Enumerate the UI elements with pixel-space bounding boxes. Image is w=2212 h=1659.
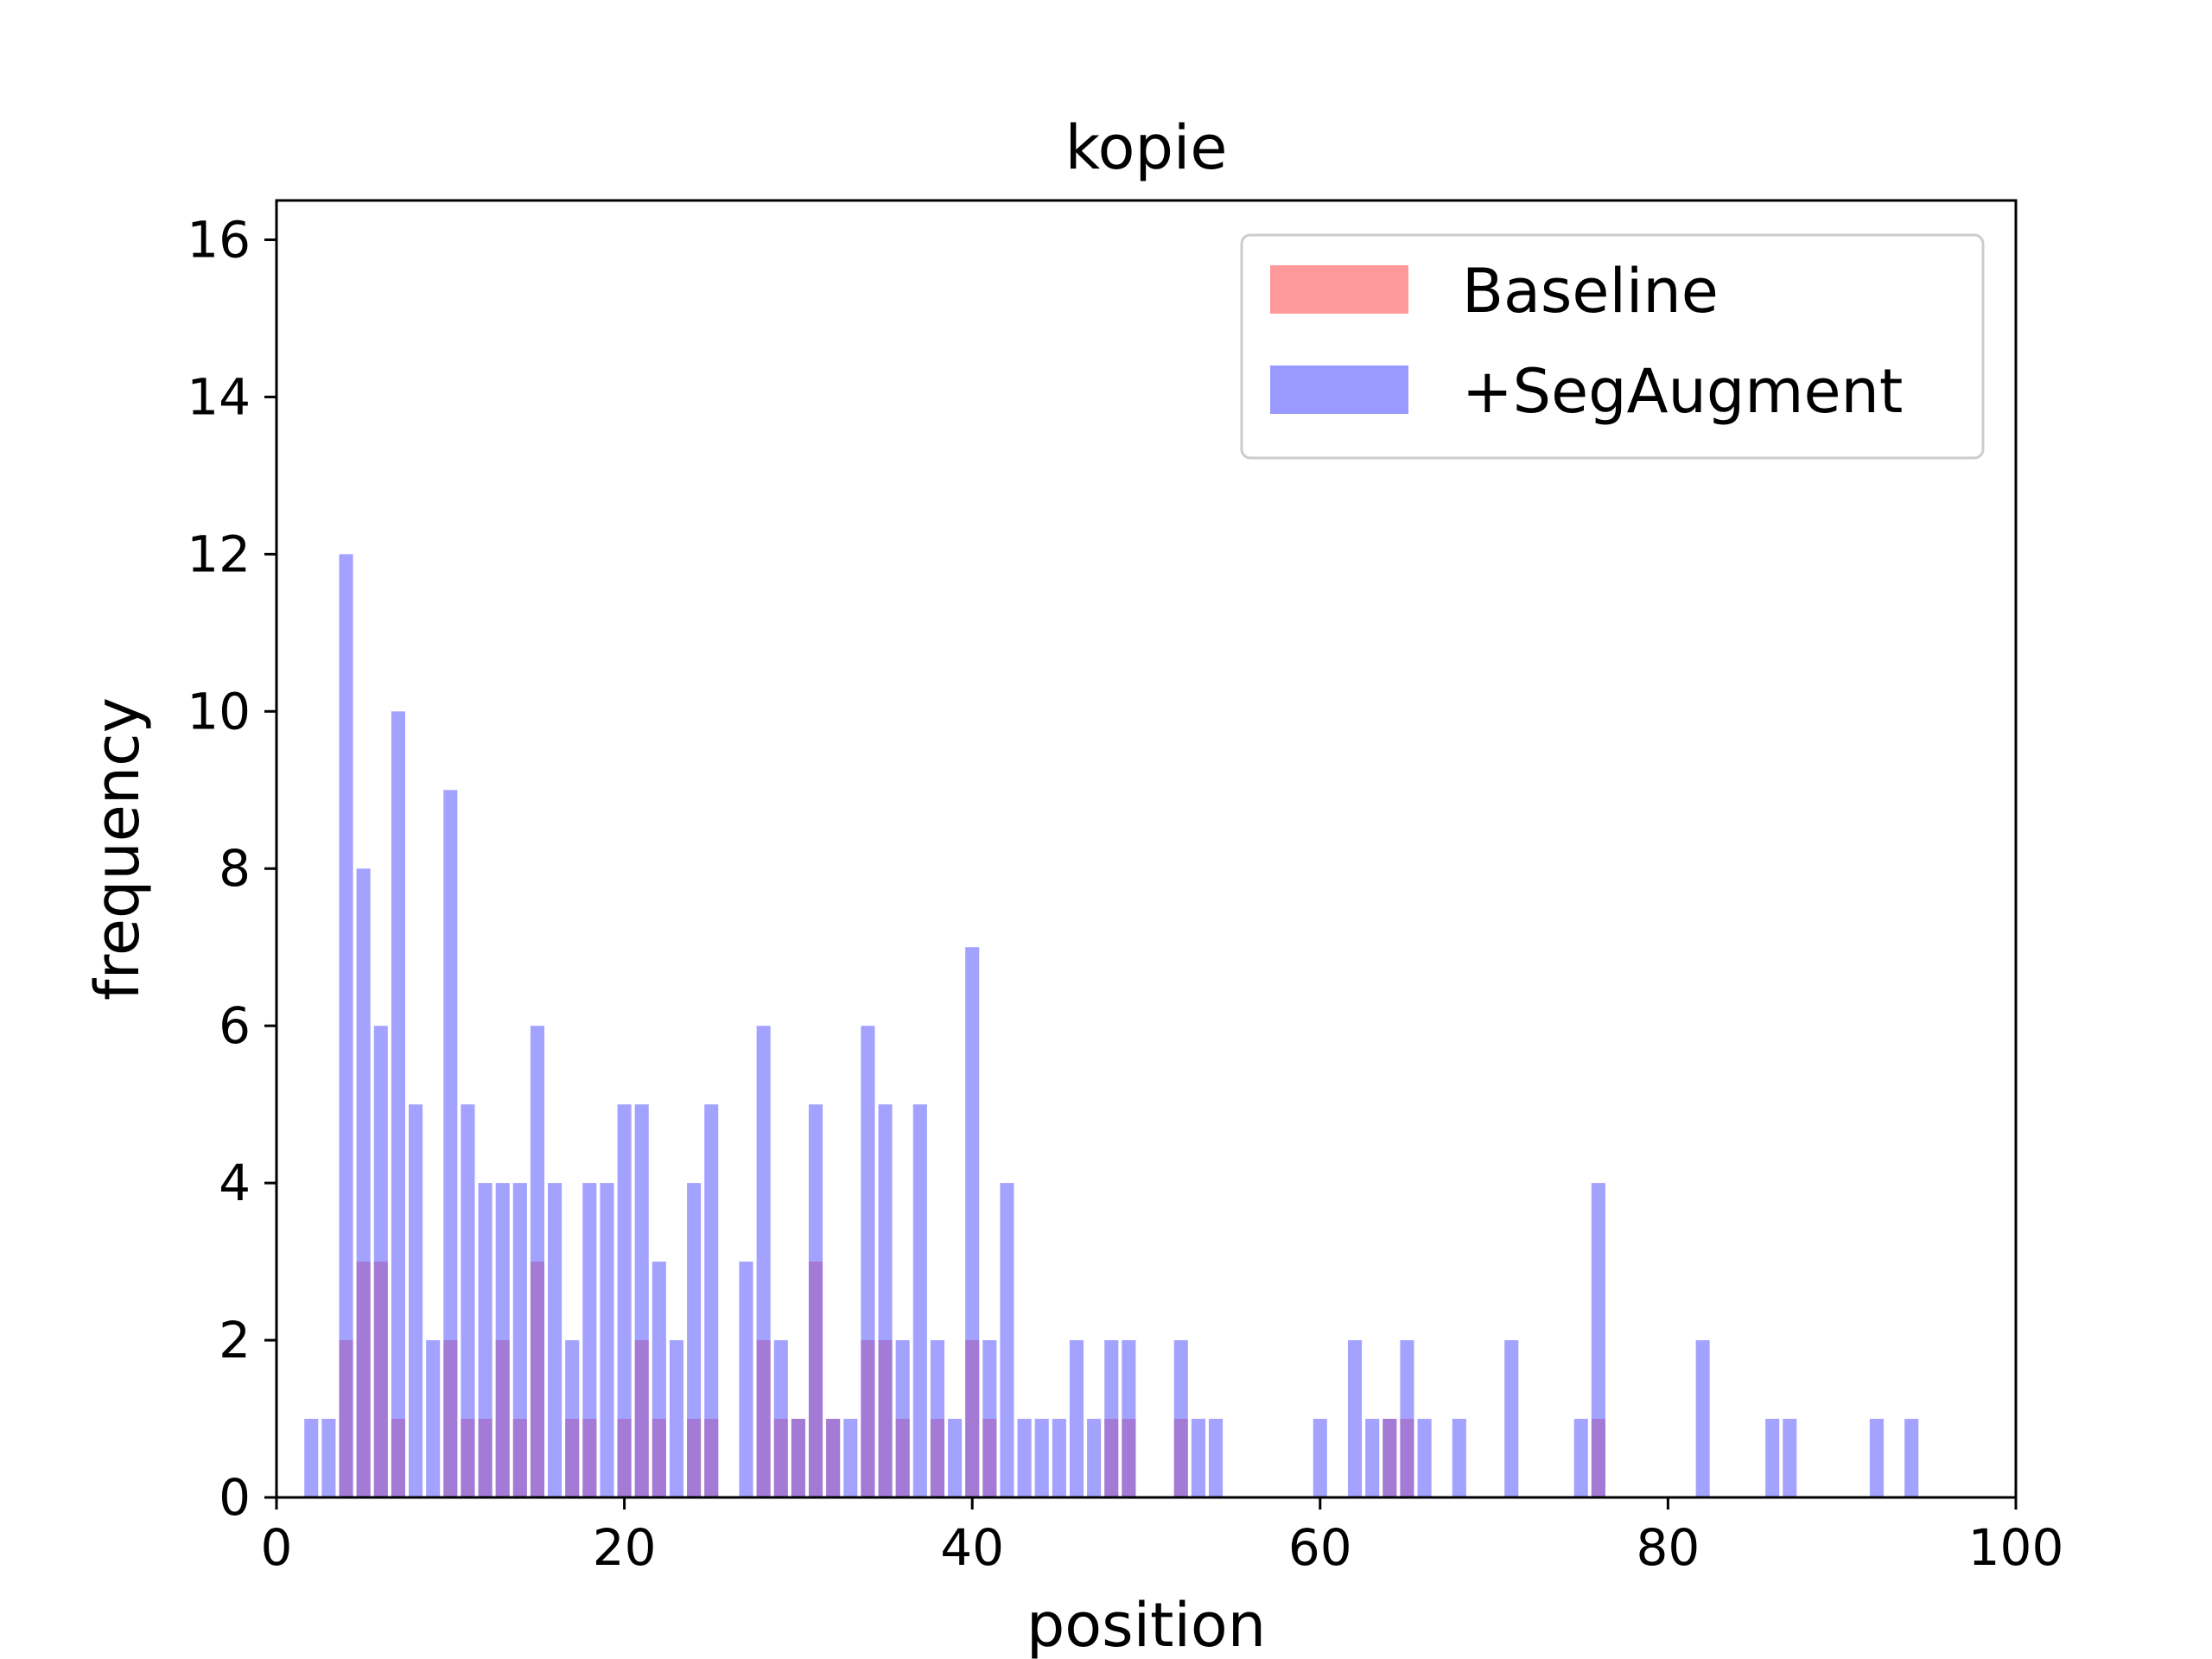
bar-segaugment-49 [1122, 1340, 1136, 1497]
bar-segaugment-3 [321, 1419, 336, 1497]
bar-segaugment-11 [461, 1104, 475, 1497]
x-tick-label-0: 0 [261, 1518, 293, 1577]
bar-segaugment-16 [548, 1183, 563, 1497]
plot-frame [275, 199, 2018, 1499]
bars-group [304, 554, 1919, 1497]
bar-segaugment-47 [1087, 1419, 1102, 1497]
bar-segaugment-36 [895, 1340, 910, 1497]
bar-segaugment-87 [1783, 1419, 1797, 1497]
bar-segaugment-43 [1017, 1419, 1032, 1497]
bar-segaugment-28 [756, 1026, 771, 1497]
chart-title: kopie [1065, 112, 1228, 183]
bar-segaugment-9 [426, 1340, 441, 1497]
bar-segaugment-25 [704, 1104, 719, 1497]
bar-segaugment-63 [1365, 1419, 1380, 1497]
bar-segaugment-64 [1382, 1419, 1397, 1497]
y-tick-label-12: 12 [187, 524, 251, 583]
y-axis: 0 2 4 6 8 10 12 14 16 [187, 210, 276, 1527]
bar-segaugment-15 [530, 1026, 545, 1497]
bar-segaugment-21 [634, 1104, 649, 1497]
bar-segaugment-2 [304, 1419, 319, 1497]
legend-swatch-segaugment [1270, 365, 1408, 414]
bar-segaugment-20 [617, 1104, 632, 1497]
bar-segaugment-48 [1104, 1340, 1119, 1497]
bar-segaugment-14 [512, 1183, 527, 1497]
bar-segaugment-94 [1904, 1419, 1919, 1497]
legend-box [1240, 233, 1985, 460]
bar-segaugment-6 [373, 1026, 388, 1497]
x-tick-label-20: 20 [593, 1518, 657, 1577]
bar-segaugment-45 [1052, 1419, 1066, 1497]
bar-segaugment-33 [843, 1419, 858, 1497]
bar-segaugment-38 [930, 1340, 944, 1497]
y-tick-label-0: 0 [219, 1468, 251, 1527]
x-tick-label-60: 60 [1288, 1518, 1352, 1577]
bar-segaugment-76 [1591, 1183, 1605, 1497]
bar-segaugment-82 [1695, 1340, 1710, 1497]
bar-segaugment-5 [356, 868, 371, 1497]
bar-segaugment-54 [1208, 1419, 1224, 1497]
x-tick-label-80: 80 [1636, 1518, 1700, 1577]
bar-segaugment-39 [948, 1419, 963, 1497]
bar-segaugment-18 [582, 1183, 597, 1497]
bar-segaugment-4 [339, 554, 353, 1497]
bar-segaugment-41 [982, 1340, 997, 1497]
bar-segaugment-19 [600, 1183, 614, 1497]
bar-segaugment-62 [1348, 1340, 1363, 1497]
bar-segaugment-37 [912, 1104, 927, 1497]
x-tick-label-40: 40 [940, 1518, 1004, 1577]
legend-label-segaugment: +SegAugment [1462, 356, 1903, 427]
legend-swatch-baseline [1270, 265, 1408, 314]
bar-segaugment-68 [1452, 1419, 1466, 1497]
bar-segaugment-27 [739, 1262, 753, 1497]
bar-segaugment-22 [652, 1262, 666, 1497]
bar-segaugment-60 [1313, 1419, 1327, 1497]
x-tick-label-100: 100 [1968, 1518, 2064, 1577]
bar-segaugment-35 [878, 1104, 893, 1497]
y-tick-label-16: 16 [187, 210, 251, 269]
bar-segaugment-52 [1173, 1340, 1188, 1497]
bar-segaugment-34 [861, 1026, 875, 1497]
bar-segaugment-23 [669, 1340, 684, 1497]
x-axis-title: position [1027, 1590, 1266, 1659]
bar-segaugment-10 [443, 790, 458, 1497]
bar-segaugment-12 [478, 1183, 493, 1497]
bar-segaugment-44 [1034, 1419, 1049, 1497]
y-tick-label-14: 14 [187, 367, 251, 426]
y-axis-title: frequency [82, 697, 153, 1001]
x-axis: 0 20 40 60 80 100 [261, 1497, 2064, 1577]
bar-segaugment-42 [1000, 1183, 1014, 1497]
y-tick-label-8: 8 [219, 839, 251, 898]
bar-segaugment-24 [687, 1183, 702, 1497]
legend-label-baseline: Baseline [1462, 256, 1719, 327]
bar-segaugment-30 [791, 1419, 805, 1497]
legend: Baseline +SegAugment [1240, 233, 1985, 460]
bar-segaugment-92 [1869, 1419, 1885, 1497]
y-tick-label-4: 4 [219, 1154, 251, 1212]
bar-segaugment-40 [965, 947, 980, 1497]
y-tick-label-6: 6 [219, 996, 251, 1055]
bar-segaugment-13 [495, 1183, 510, 1497]
bar-segaugment-75 [1573, 1419, 1588, 1497]
bar-segaugment-53 [1191, 1419, 1205, 1497]
bar-segaugment-86 [1765, 1419, 1780, 1497]
bar-segaugment-46 [1069, 1340, 1084, 1497]
bar-segaugment-29 [773, 1340, 788, 1497]
bar-segaugment-8 [408, 1104, 423, 1497]
bar-segaugment-66 [1417, 1419, 1432, 1497]
bar-segaugment-71 [1504, 1340, 1519, 1497]
bar-segaugment-32 [826, 1419, 841, 1497]
bar-segaugment-7 [391, 711, 405, 1497]
y-tick-label-10: 10 [187, 682, 251, 741]
bar-segaugment-31 [808, 1104, 823, 1497]
y-tick-label-2: 2 [219, 1311, 251, 1370]
bar-segaugment-65 [1400, 1340, 1414, 1497]
bar-segaugment-17 [565, 1340, 580, 1497]
